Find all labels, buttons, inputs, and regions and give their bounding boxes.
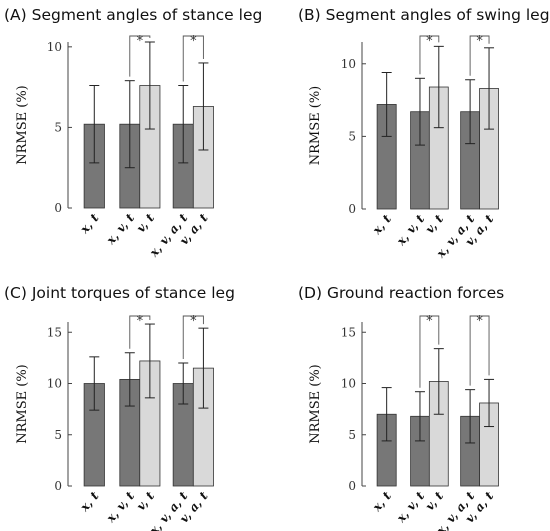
y-axis-label: NRMSE (%): [15, 364, 30, 444]
category-label: x, t: [369, 212, 394, 238]
significance-star: *: [476, 314, 483, 329]
significance-star: *: [190, 34, 197, 49]
significance-bracket: [419, 35, 440, 75]
y-tick-label: 10: [47, 377, 62, 391]
y-tick-label: 15: [47, 325, 62, 339]
category-label: x, v, t: [103, 211, 137, 248]
y-tick-label: 5: [348, 129, 356, 143]
y-tick-label: 10: [47, 40, 62, 54]
category-label: x, v, t: [393, 489, 427, 526]
significance-star: *: [476, 34, 483, 49]
panel-a-title: (A) Segment angles of stance leg: [4, 6, 263, 24]
significance-bracket: [419, 315, 440, 388]
category-label: x, t: [77, 211, 102, 237]
significance-bracket: [182, 35, 204, 82]
panel-c-title: (C) Joint torques of stance leg: [4, 284, 235, 302]
significance-bracket: [129, 315, 151, 349]
significance-star: *: [426, 34, 433, 49]
y-tick-label: 0: [348, 202, 356, 216]
significance-bracket: [469, 35, 490, 76]
significance-bracket: [469, 315, 490, 386]
y-axis-label: NRMSE (%): [308, 86, 323, 166]
y-tick-label: 5: [54, 428, 62, 442]
category-label: v, t: [423, 212, 447, 237]
panel-d-title: (D) Ground reaction forces: [298, 284, 505, 302]
significance-star: *: [426, 314, 433, 329]
y-tick-label: 0: [54, 201, 62, 215]
category-label: v, t: [134, 489, 158, 514]
significance-bracket: [129, 35, 151, 77]
panel-b-title: (B) Segment angles of swing leg: [298, 6, 550, 24]
category-label: v, t: [134, 211, 158, 236]
y-tick-label: 10: [341, 57, 356, 71]
y-tick-label: 5: [54, 120, 62, 134]
category-label: x, v, t: [103, 489, 137, 526]
y-tick-label: 10: [341, 377, 356, 391]
significance-star: *: [190, 314, 197, 329]
category-label: v, t: [423, 489, 447, 514]
category-label: x, t: [77, 489, 102, 515]
y-tick-label: 15: [341, 325, 356, 339]
significance-bracket: [182, 315, 204, 359]
significance-star: *: [137, 314, 144, 329]
y-tick-label: 5: [348, 428, 356, 442]
category-label: x, v, t: [393, 212, 427, 249]
y-axis-label: NRMSE (%): [15, 85, 30, 165]
category-label: x, t: [369, 489, 394, 515]
y-tick-label: 0: [54, 479, 62, 493]
y-axis-label: NRMSE (%): [308, 364, 323, 444]
y-tick-label: 0: [348, 479, 356, 493]
significance-star: *: [137, 34, 144, 49]
